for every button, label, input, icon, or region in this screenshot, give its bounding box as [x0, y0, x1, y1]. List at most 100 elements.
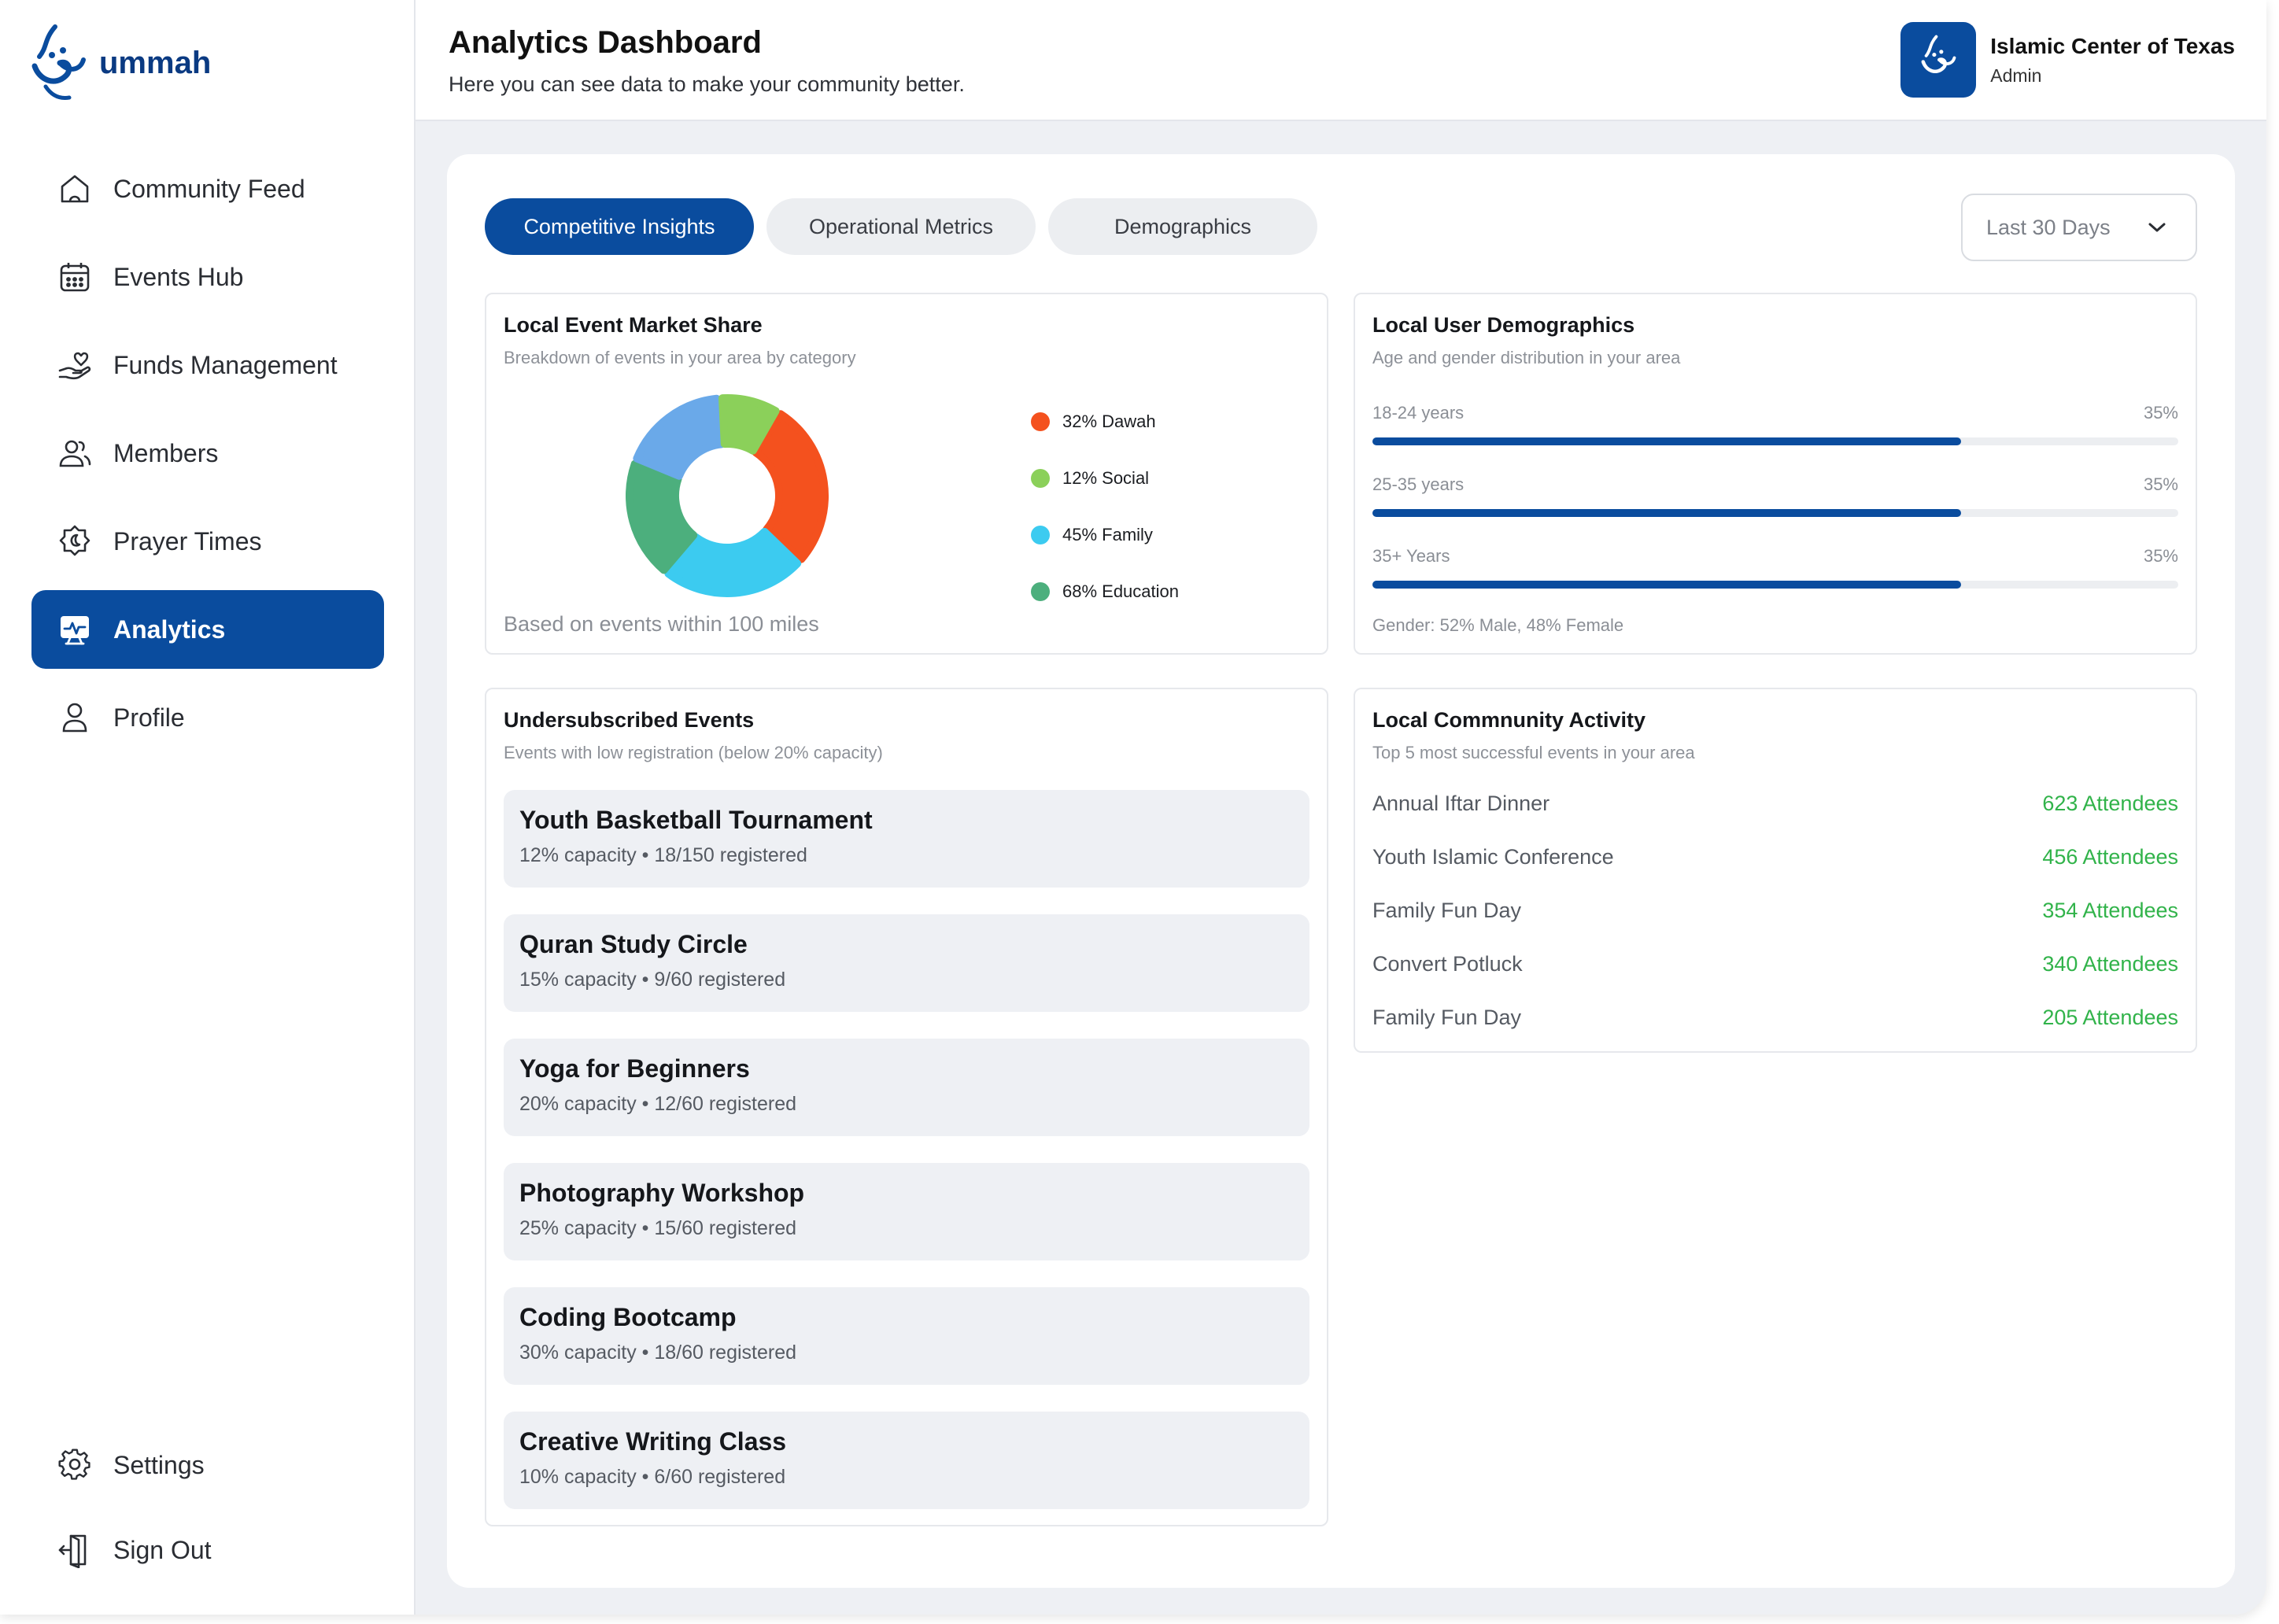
sidebar-item-settings[interactable]: Settings	[31, 1426, 384, 1504]
chevron-down-icon	[2148, 223, 2166, 232]
sidebar-item-members[interactable]: Members	[31, 414, 384, 493]
age-group-label: 35+ Years	[1372, 546, 1450, 566]
tab-competitive-insights[interactable]: Competitive Insights	[485, 198, 754, 255]
legend-dot	[1031, 469, 1050, 488]
activity-event-name: Youth Islamic Conference	[1372, 845, 1614, 869]
tab-operational-metrics[interactable]: Operational Metrics	[766, 198, 1036, 255]
donut-slice-family[interactable]	[664, 527, 802, 597]
card-title: Undersubscribed Events	[504, 708, 755, 732]
activity-attendees: 340 Attendees	[2042, 952, 2178, 976]
age-group-label: 18-24 years	[1372, 403, 1465, 423]
legend-item: 68% Education	[1031, 563, 1179, 620]
event-item[interactable]: Yoga for Beginners 20% capacity • 12/60 …	[504, 1039, 1309, 1136]
event-capacity: 25% capacity • 15/60 registered	[519, 1217, 797, 1239]
analytics-panel: Competitive Insights Operational Metrics…	[447, 154, 2235, 1588]
brand-logo[interactable]: ummah	[28, 24, 211, 102]
undersubscribed-events-card: Undersubscribed Events Events with low r…	[485, 688, 1328, 1526]
ummah-logo-icon	[31, 24, 86, 100]
sidebar-item-label: Prayer Times	[113, 526, 262, 555]
event-name: Youth Basketball Tournament	[519, 806, 873, 834]
activity-attendees: 205 Attendees	[2042, 1006, 2178, 1029]
page-subtitle: Here you can see data to make your commu…	[449, 72, 965, 96]
sidebar-item-label: Settings	[113, 1450, 205, 1479]
org-profile[interactable]: Islamic Center of Texas Admin	[1900, 22, 2235, 98]
event-name: Photography Workshop	[519, 1179, 805, 1207]
sign-out-icon	[58, 1534, 87, 1568]
age-group-label: 25-35 years	[1372, 474, 1465, 494]
legend-label: 32% Dawah	[1062, 412, 1156, 431]
calendar-icon	[60, 263, 90, 292]
date-range-select[interactable]: Last 30 Days	[1961, 194, 2197, 261]
activity-event-name: Annual Iftar Dinner	[1372, 792, 1550, 815]
sidebar-item-prayer-times[interactable]: Prayer Times	[31, 502, 384, 581]
org-name: Islamic Center of Texas	[1990, 33, 2235, 58]
age-group-row: 18-24 years 35%	[1372, 403, 2178, 445]
card-title: Local Commnunity Activity	[1372, 708, 1646, 732]
event-capacity: 20% capacity • 12/60 registered	[519, 1093, 797, 1115]
event-name: Yoga for Beginners	[519, 1054, 750, 1083]
donut-slice-dawah[interactable]	[752, 410, 829, 563]
legend-item: 12% Social	[1031, 450, 1179, 507]
age-group-value: 35%	[2143, 403, 2178, 423]
activity-row: Convert Potluck 340 Attendees	[1372, 952, 2178, 976]
activity-row: Youth Islamic Conference 456 Attendees	[1372, 845, 2178, 869]
legend-label: 45% Family	[1062, 525, 1153, 544]
sidebar-item-label: Funds Management	[113, 350, 338, 379]
sidebar-item-label: Community Feed	[113, 174, 305, 203]
event-capacity: 30% capacity • 18/60 registered	[519, 1342, 797, 1364]
event-name: Quran Study Circle	[519, 930, 748, 958]
sidebar-item-community-feed[interactable]: Community Feed	[31, 149, 384, 228]
event-item[interactable]: Youth Basketball Tournament 12% capacity…	[504, 790, 1309, 888]
home-icon	[61, 175, 89, 203]
prayer-clock-icon	[59, 525, 90, 556]
donut-slice-other[interactable]	[633, 394, 726, 480]
tab-demographics[interactable]: Demographics	[1048, 198, 1317, 255]
hand-heart-icon	[58, 352, 91, 380]
org-role: Admin	[1990, 65, 2042, 86]
sidebar: ummah Community Feed Events Hub Funds Ma…	[0, 0, 416, 1615]
donut-slice-social[interactable]	[718, 394, 780, 455]
activity-row: Family Fun Day 205 Attendees	[1372, 1006, 2178, 1030]
progress-track	[1372, 509, 2178, 517]
sidebar-item-analytics[interactable]: Analytics	[31, 590, 384, 669]
progress-fill	[1372, 581, 1961, 589]
donut-slice-education[interactable]	[626, 460, 698, 574]
card-title: Local Event Market Share	[504, 313, 763, 337]
sidebar-item-funds-management[interactable]: Funds Management	[31, 326, 384, 404]
card-subtitle: Age and gender distribution in your area	[1372, 348, 1681, 367]
event-item[interactable]: Coding Bootcamp 30% capacity • 18/60 reg…	[504, 1287, 1309, 1385]
age-group-value: 35%	[2143, 474, 2178, 494]
activity-row: Annual Iftar Dinner 623 Attendees	[1372, 792, 2178, 816]
brand-name: ummah	[99, 45, 212, 80]
gender-split: Gender: 52% Male, 48% Female	[1372, 615, 1624, 635]
legend-dot	[1031, 582, 1050, 601]
activity-event-name: Family Fun Day	[1372, 899, 1522, 922]
sidebar-item-events-hub[interactable]: Events Hub	[31, 238, 384, 316]
sidebar-item-label: Members	[113, 438, 219, 467]
chart-note: Based on events within 100 miles	[504, 612, 819, 636]
legend-label: 12% Social	[1062, 468, 1150, 488]
activity-event-name: Convert Potluck	[1372, 952, 1523, 976]
card-subtitle: Events with low registration (below 20% …	[504, 743, 883, 762]
users-icon	[59, 440, 91, 467]
legend-item: 45% Family	[1031, 507, 1179, 563]
activity-attendees: 623 Attendees	[2042, 792, 2178, 815]
community-activity-card: Local Commnunity Activity Top 5 most suc…	[1354, 688, 2197, 1053]
event-item[interactable]: Creative Writing Class 10% capacity • 6/…	[504, 1412, 1309, 1509]
progress-track	[1372, 581, 2178, 589]
sidebar-item-label: Sign Out	[113, 1535, 212, 1564]
gear-icon	[58, 1449, 90, 1480]
event-capacity: 15% capacity • 9/60 registered	[519, 969, 786, 991]
progress-fill	[1372, 437, 1961, 445]
event-item[interactable]: Photography Workshop 25% capacity • 15/6…	[504, 1163, 1309, 1260]
legend-item: 32% Dawah	[1031, 393, 1179, 450]
sidebar-item-label: Analytics	[113, 615, 226, 644]
sidebar-item-label: Profile	[113, 703, 185, 732]
activity-row: Family Fun Day 354 Attendees	[1372, 899, 2178, 923]
sidebar-item-profile[interactable]: Profile	[31, 678, 384, 757]
sidebar-item-sign-out[interactable]: Sign Out	[31, 1511, 384, 1589]
event-item[interactable]: Quran Study Circle 15% capacity • 9/60 r…	[504, 914, 1309, 1012]
activity-attendees: 354 Attendees	[2042, 899, 2178, 922]
top-header: Analytics Dashboard Here you can see dat…	[416, 0, 2266, 121]
